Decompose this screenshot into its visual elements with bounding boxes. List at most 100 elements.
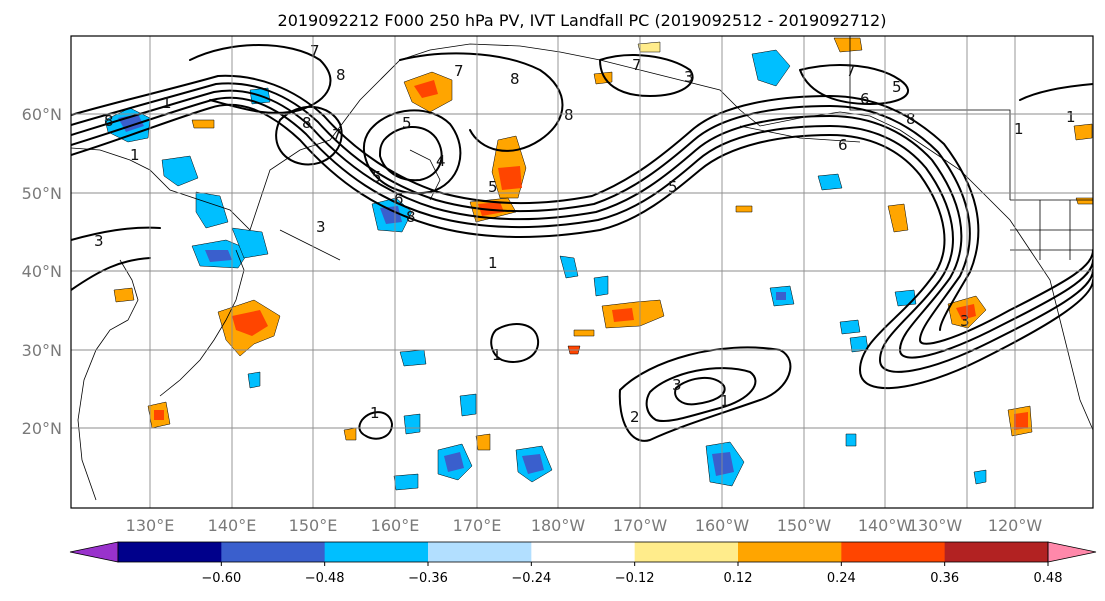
- ivt-negative-core: [444, 452, 464, 472]
- ivt-positive-core: [956, 304, 976, 320]
- pv-contour-line: [599, 54, 694, 97]
- coastlines: [71, 36, 1093, 501]
- ivt-positive-core: [498, 166, 522, 190]
- colorbar-segment: [841, 542, 946, 562]
- colorbar-tick-label: −0.12: [615, 571, 655, 586]
- pv-contour-labels: 7 8 1 8 8 7 7 8 5 6 8 1 8 7 5 4 5 5 6 8: [94, 42, 1076, 426]
- lon-label: 150°E: [289, 516, 338, 535]
- lon-label: 140°W: [858, 516, 913, 535]
- ivt-positive-core: [612, 308, 634, 322]
- ivt-negative-area: [751, 49, 791, 87]
- ivt-positive-area: [887, 203, 909, 233]
- contour-label: 5: [402, 114, 412, 132]
- ivt-negative-area: [399, 349, 427, 367]
- colorbar: −0.60 −0.48 −0.36 −0.24 −0.12 0.12 0.24 0.36 0.4…: [69, 541, 1097, 586]
- ivt-negative-area: [973, 469, 987, 485]
- lon-label: 130°W: [908, 516, 963, 535]
- coastline: [77, 259, 139, 501]
- contour-label: 1: [130, 146, 140, 164]
- pv-contour-closed: [358, 411, 393, 440]
- ivt-positive-core: [232, 310, 268, 336]
- longitude-labels: 130°E 140°E 150°E 160°E 170°E 180°W 170°…: [126, 516, 1043, 535]
- ivt-positive-core: [414, 80, 438, 98]
- colorbar-tick-label: 0.12: [724, 571, 753, 586]
- contour-label: 8: [406, 208, 416, 226]
- ivt-positive-area: [475, 433, 491, 451]
- contour-label: 8: [906, 110, 916, 128]
- lon-label: 170°E: [453, 516, 502, 535]
- pv-contour-line: [189, 44, 332, 114]
- colorbar-segment: [944, 542, 1049, 562]
- contour-label: 8: [104, 112, 114, 130]
- lon-label: 140°E: [208, 516, 257, 535]
- contour-label: 3: [94, 232, 104, 250]
- contour-label: 7: [454, 62, 464, 80]
- ivt-positive-area: [1075, 197, 1093, 205]
- lat-label: 20°N: [22, 419, 62, 438]
- colorbar-extend-min: [69, 541, 119, 563]
- contour-label: 8: [302, 114, 312, 132]
- pv-contour-closed: [674, 377, 726, 406]
- ivt-negative-area: [393, 473, 419, 491]
- pv-contour-closed: [490, 323, 540, 363]
- gridlines: [71, 36, 1093, 508]
- contour-label: 5: [372, 168, 382, 186]
- contour-label: 3: [684, 68, 694, 86]
- contour-label: 1: [1014, 120, 1024, 138]
- colorbar-labels: −0.60 −0.48 −0.36 −0.24 −0.12 0.12 0.24 0.36 0.4…: [201, 562, 1063, 586]
- ivt-positive-core: [154, 410, 164, 420]
- pv-contour-line: [399, 52, 564, 152]
- ivt-negative-core: [522, 454, 544, 474]
- colorbar-tick-label: −0.48: [305, 571, 345, 586]
- pv-contour-line: [71, 74, 980, 331]
- lon-label: 160°E: [371, 516, 420, 535]
- figure-title: 2019092212 F000 250 hPa PV, IVT Landfall…: [278, 11, 887, 30]
- ivt-negative-area: [403, 413, 421, 435]
- lon-label: 180°W: [531, 516, 586, 535]
- contour-label: 5: [892, 78, 902, 96]
- ivt-positive-area: [343, 427, 357, 441]
- ivt-negative-core: [776, 292, 786, 300]
- colorbar-segment: [634, 542, 739, 562]
- colorbar-segment: [324, 542, 429, 562]
- colorbar-tick-label: −0.24: [511, 571, 551, 586]
- pv-contour-closed: [275, 105, 343, 166]
- contour-label: 6: [394, 190, 404, 208]
- contour-label: 7: [846, 62, 856, 80]
- colorbar-segments: [69, 541, 1097, 563]
- colorbar-tick-label: −0.60: [201, 571, 241, 586]
- contour-label: 1: [370, 404, 380, 422]
- colorbar-frame: [117, 541, 1049, 563]
- pv-contour-closed: [618, 346, 792, 442]
- ivt-negative-core: [380, 206, 402, 224]
- ivt-negative-area: [894, 289, 917, 307]
- ivt-negative-area: [817, 173, 843, 191]
- lat-label: 40°N: [22, 262, 62, 281]
- lon-label: 160°W: [695, 516, 750, 535]
- colorbar-segment: [428, 542, 532, 562]
- lon-label: 130°E: [126, 516, 175, 535]
- ivt-positive-area: [113, 287, 135, 303]
- contour-label: 3: [960, 312, 970, 330]
- contour-label: 8: [564, 106, 574, 124]
- pv-contour-line: [71, 226, 161, 241]
- coastline: [71, 43, 1093, 431]
- ivt-positive-core: [1014, 412, 1028, 430]
- border-line: [849, 36, 1011, 200]
- pv-contours: [71, 44, 1093, 442]
- contour-label: 4: [436, 152, 446, 170]
- lon-label: 170°W: [613, 516, 668, 535]
- map-frame: [70, 35, 1094, 509]
- map-background: [71, 36, 1093, 508]
- lon-label: 120°W: [988, 516, 1043, 535]
- contour-label: 1: [162, 94, 172, 112]
- colorbar-tick-label: 0.48: [1034, 571, 1063, 586]
- colorbar-extend-max: [1047, 541, 1097, 563]
- contour-label: 1: [720, 392, 730, 410]
- ivt-negative-area: [161, 155, 199, 187]
- pv-contour-line: [71, 89, 1093, 359]
- lat-label: 30°N: [22, 341, 62, 360]
- ivt-positive-area: [735, 205, 753, 213]
- pv-contour-line: [799, 64, 909, 105]
